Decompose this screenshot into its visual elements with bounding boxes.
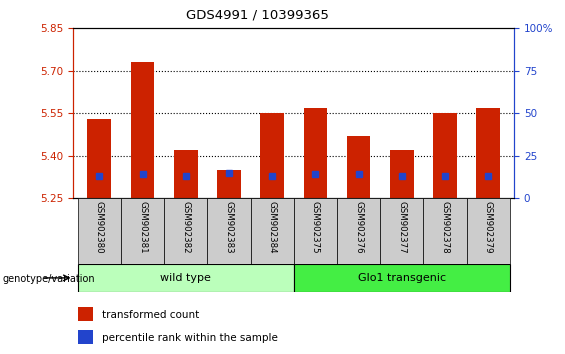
Bar: [207, 198, 251, 264]
Bar: [347, 136, 371, 198]
Bar: [78, 198, 121, 264]
Text: Glo1 transgenic: Glo1 transgenic: [358, 273, 446, 283]
Text: GSM902383: GSM902383: [224, 201, 233, 253]
Text: GSM902378: GSM902378: [441, 201, 450, 253]
Text: genotype/variation: genotype/variation: [3, 274, 95, 284]
Text: GSM902379: GSM902379: [484, 201, 493, 253]
Bar: [294, 264, 510, 292]
Text: GSM902376: GSM902376: [354, 201, 363, 253]
Text: GSM902375: GSM902375: [311, 201, 320, 253]
Text: GDS4991 / 10399365: GDS4991 / 10399365: [186, 9, 328, 22]
Bar: [476, 108, 500, 198]
Text: percentile rank within the sample: percentile rank within the sample: [102, 333, 278, 343]
Bar: [380, 198, 423, 264]
Bar: [294, 198, 337, 264]
Bar: [131, 62, 154, 198]
Text: GSM902384: GSM902384: [268, 201, 277, 253]
Bar: [78, 264, 294, 292]
Text: GSM902382: GSM902382: [181, 201, 190, 253]
Bar: [467, 198, 510, 264]
Text: GSM902380: GSM902380: [95, 201, 104, 253]
Bar: [390, 150, 414, 198]
Bar: [303, 108, 327, 198]
Text: transformed count: transformed count: [102, 309, 199, 320]
Bar: [174, 150, 198, 198]
Bar: [260, 113, 284, 198]
Bar: [433, 113, 457, 198]
Bar: [423, 198, 467, 264]
Bar: [78, 307, 93, 321]
Bar: [78, 330, 93, 344]
Bar: [164, 198, 207, 264]
Text: GSM902381: GSM902381: [138, 201, 147, 253]
Bar: [251, 198, 294, 264]
Bar: [337, 198, 380, 264]
Bar: [121, 198, 164, 264]
Bar: [88, 119, 111, 198]
Text: wild type: wild type: [160, 273, 211, 283]
Text: GSM902377: GSM902377: [397, 201, 406, 253]
Bar: [217, 170, 241, 198]
